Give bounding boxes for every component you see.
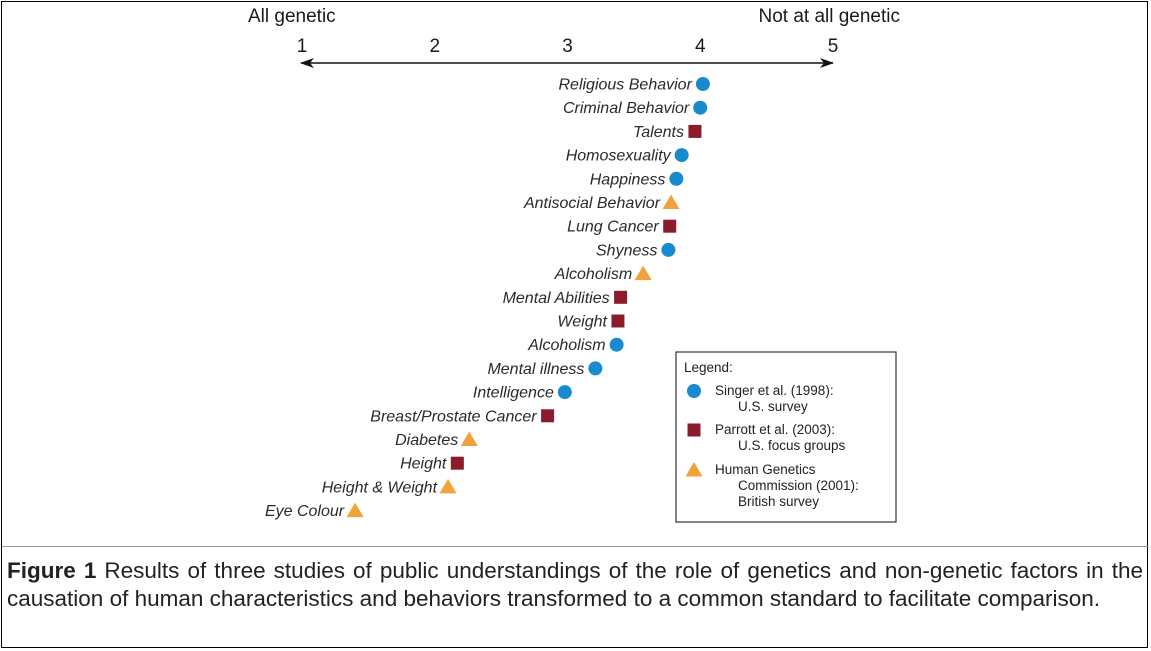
- figure-label: Figure 1: [7, 558, 97, 583]
- tick-label: 3: [562, 36, 573, 57]
- caption-text: Results of three studies of public under…: [7, 558, 1143, 611]
- point-label: Criminal Behavior: [563, 100, 690, 117]
- point-label: Homosexuality: [566, 148, 672, 165]
- legend-entries: Singer et al. (1998):U.S. survey Parrott …: [685, 383, 859, 509]
- legend-marker-hgc: [685, 462, 703, 477]
- genetics-chart: All genetic Not at all genetic 1 2 3 4 5 Rel…: [248, 6, 900, 523]
- point-label: Eye Colour: [265, 503, 345, 520]
- point-label: Mental illness: [487, 361, 584, 378]
- legend-entry-text: Singer et al. (1998):: [715, 383, 834, 398]
- data-point-singer: [674, 148, 689, 163]
- legend-title: Legend:: [684, 360, 733, 375]
- data-point-singer: [669, 171, 684, 186]
- legend-entry-text: U.S. focus groups: [738, 438, 846, 453]
- data-point-parrott: [611, 314, 625, 328]
- data-point-singer: [557, 385, 572, 400]
- data-point-singer: [695, 77, 710, 91]
- point-label: Religious Behavior: [558, 77, 692, 94]
- legend-entry-text: Commission (2001):: [738, 478, 859, 493]
- point-label: Mental Abilities: [503, 290, 610, 307]
- data-point-hgc: [662, 194, 680, 209]
- legend-entry-text: U.S. survey: [738, 399, 808, 414]
- tick-label: 5: [828, 36, 839, 57]
- data-point-parrott: [541, 409, 555, 423]
- data-point-parrott: [688, 124, 702, 138]
- point-label: Alcoholism: [527, 337, 605, 354]
- tick-label: 1: [297, 36, 308, 57]
- legend-entry-text: Parrott et al. (2003):: [715, 422, 835, 437]
- data-point-parrott: [614, 290, 628, 304]
- data-point-singer: [661, 242, 676, 257]
- data-point-hgc: [346, 502, 364, 518]
- tick-label: 2: [429, 36, 440, 57]
- data-point-singer: [609, 337, 624, 352]
- data-point-parrott: [663, 219, 677, 233]
- data-point-singer: [588, 361, 603, 376]
- data-point-hgc: [439, 478, 457, 494]
- data-point-hgc: [634, 265, 652, 281]
- legend-marker-singer: [687, 384, 701, 398]
- point-label: Intelligence: [473, 385, 554, 402]
- legend-box: [675, 351, 897, 523]
- all-genetic-label: All genetic: [248, 6, 336, 27]
- axis-ticks: 1 2 3 4 5: [297, 36, 839, 57]
- point-label: Lung Cancer: [567, 219, 659, 236]
- figure-caption: Figure 1 Results of three studies of publ…: [7, 557, 1143, 613]
- point-label: Breast/Prostate Cancer: [370, 408, 537, 425]
- legend-entry-text: British survey: [738, 494, 819, 509]
- point-label: Happiness: [590, 171, 666, 188]
- data-point-hgc: [460, 431, 478, 446]
- point-label: Height & Weight: [322, 479, 438, 496]
- point-label: Antisocial Behavior: [523, 195, 661, 212]
- data-point-singer: [693, 100, 708, 115]
- not-genetic-label: Not at all genetic: [758, 6, 900, 27]
- point-label: Weight: [557, 314, 607, 331]
- legend-marker-parrott: [687, 423, 701, 437]
- legend: Legend: Singer et al. (1998):U.S. survey…: [675, 351, 897, 523]
- point-label: Shyness: [596, 242, 657, 259]
- point-label: Alcoholism: [554, 266, 632, 283]
- point-label: Height: [400, 456, 447, 473]
- point-label: Talents: [633, 124, 684, 141]
- legend-entry-text: Human Genetics: [715, 462, 816, 477]
- data-point-parrott: [450, 456, 464, 470]
- caption-divider: [2, 546, 1148, 547]
- point-label: Diabetes: [395, 432, 458, 449]
- data-points: Religious Behavior Criminal Behavior Talen…: [265, 77, 710, 520]
- tick-label: 4: [695, 36, 706, 57]
